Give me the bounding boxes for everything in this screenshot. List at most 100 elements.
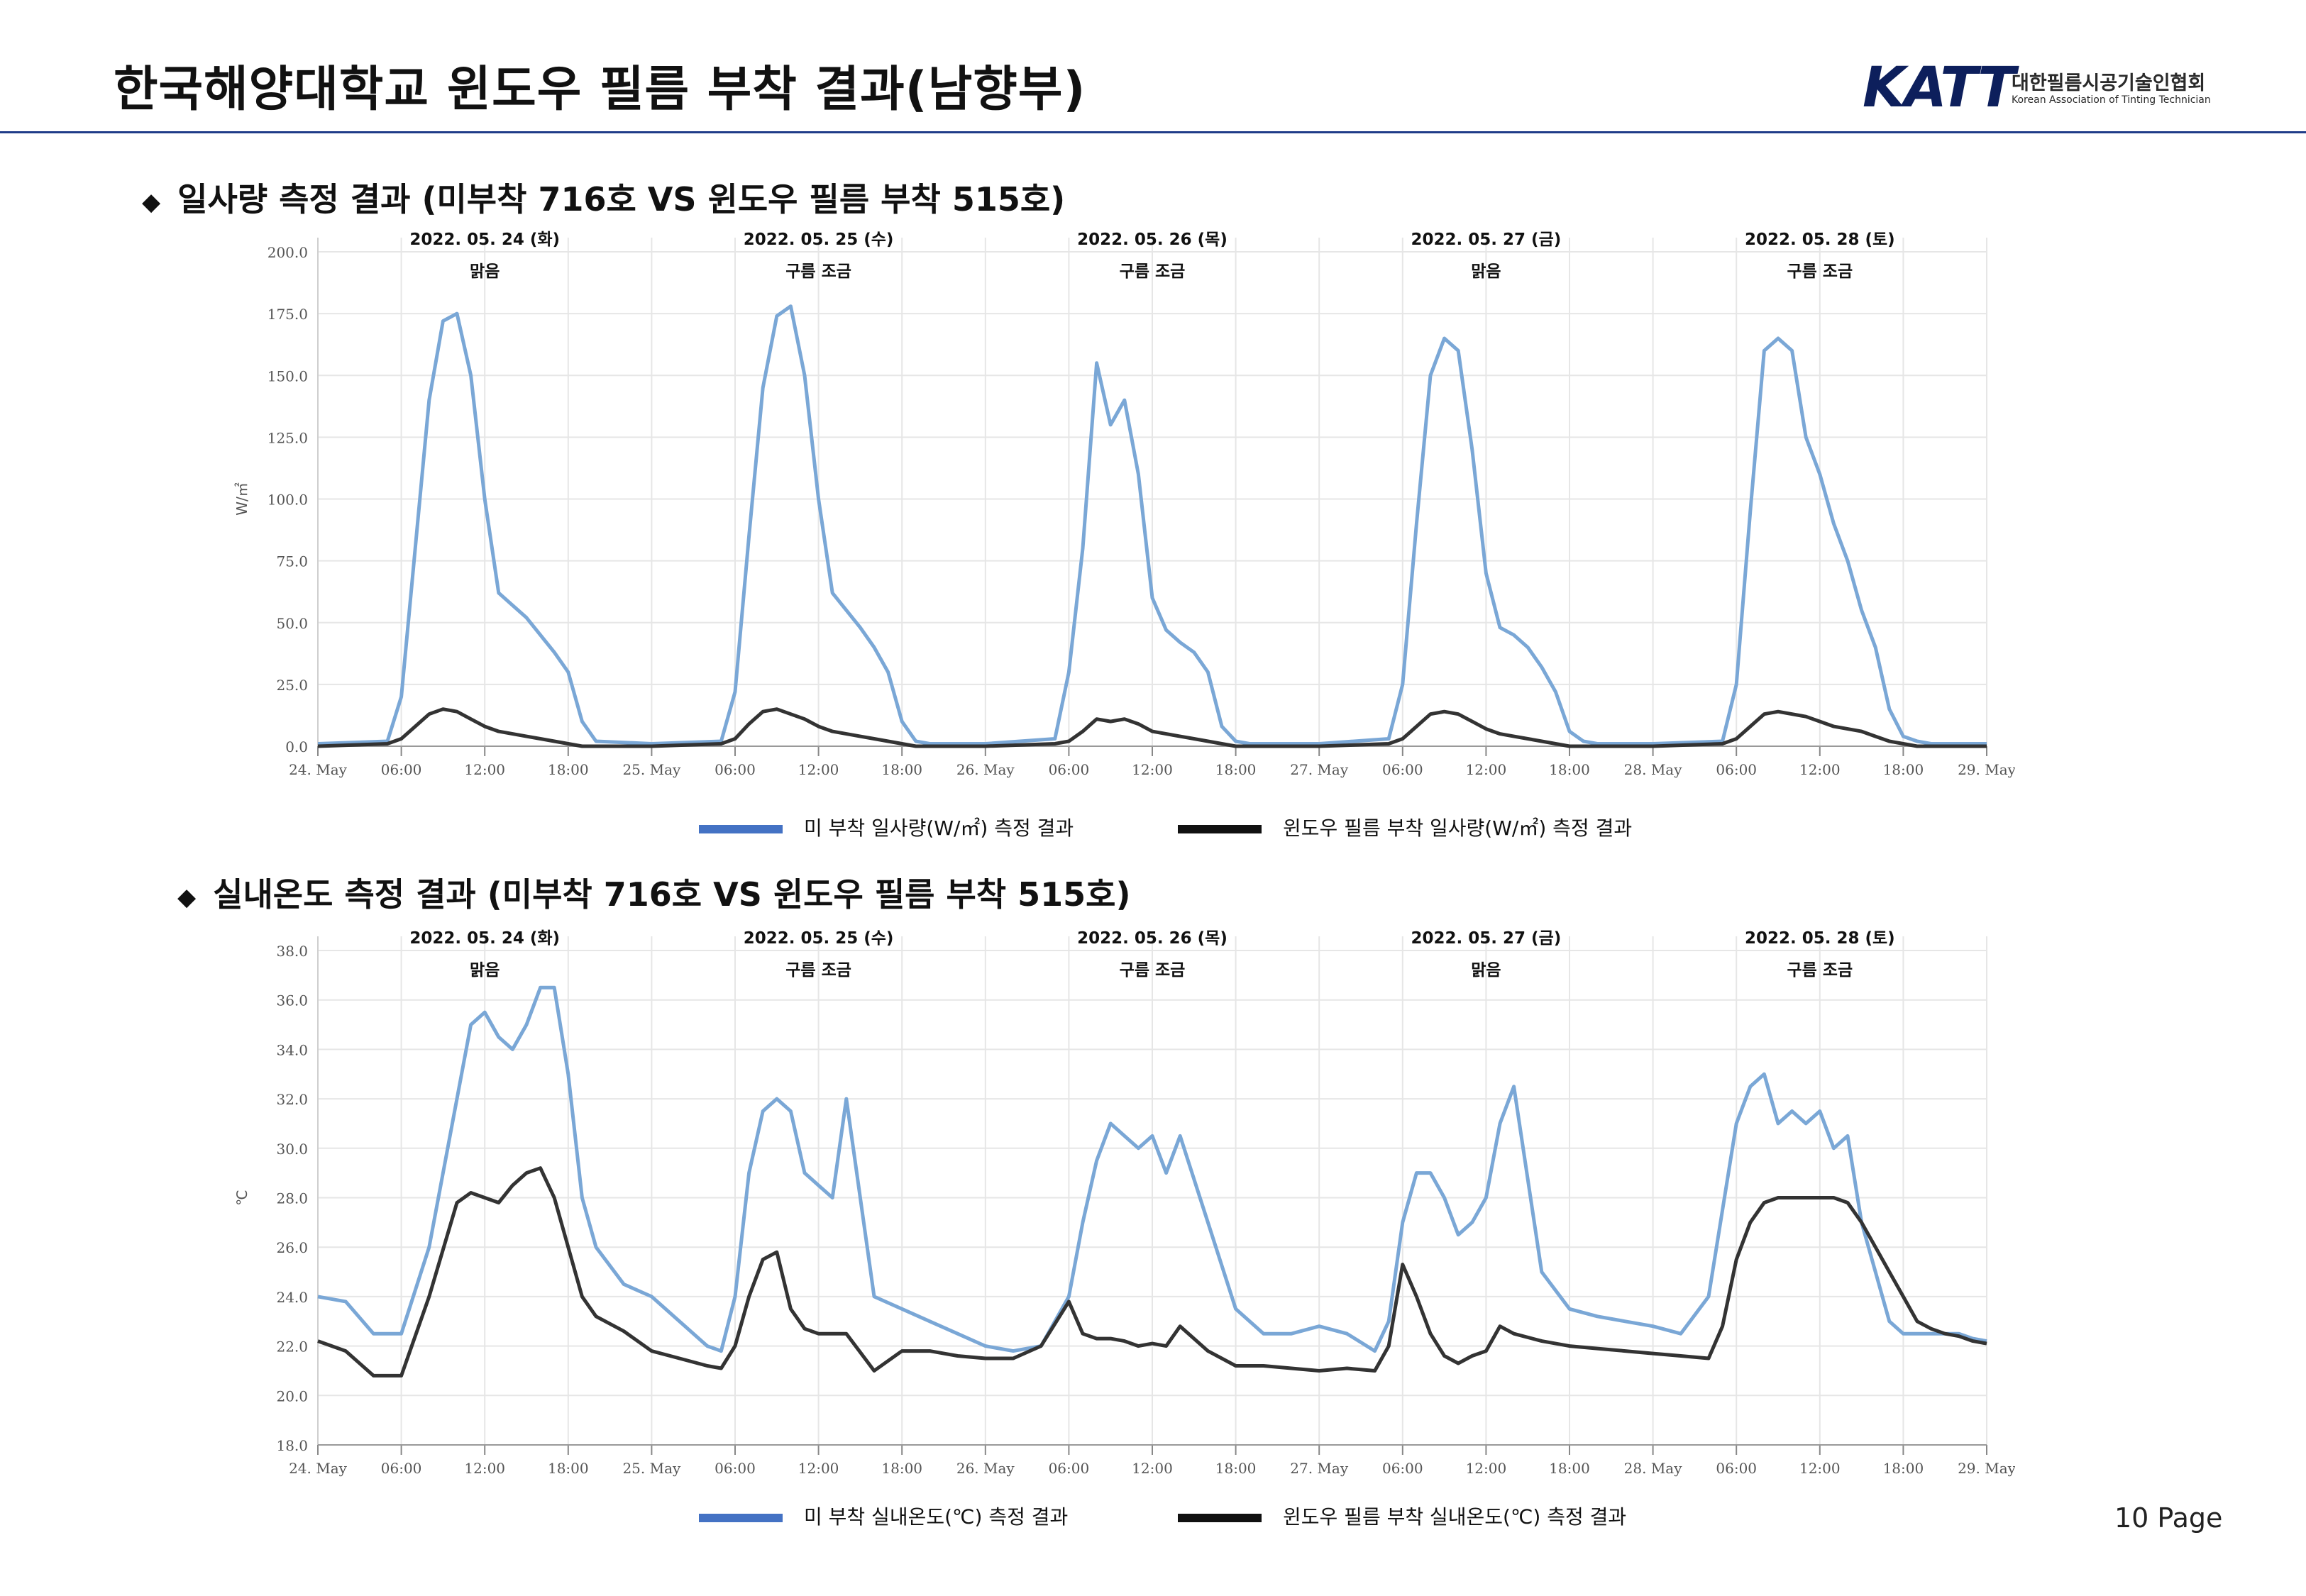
legend-swatch-black — [1178, 1514, 1262, 1522]
x-tick-label: 18:00 — [548, 761, 589, 778]
legend-label: 윈도우 필름 부착 일사량(W/㎡) 측정 결과 — [1283, 816, 1632, 840]
x-tick-label: 06:00 — [1382, 1460, 1423, 1477]
x-tick-label: 27. May — [1290, 1460, 1349, 1477]
x-tick-label: 06:00 — [381, 1460, 422, 1477]
y-tick-label: 200.0 — [267, 244, 308, 261]
logo-org-name: 대한필름시공기술인협회 — [2012, 67, 2205, 95]
legend-label: 미 부착 실내온도(℃) 측정 결과 — [804, 1505, 1068, 1529]
day-annotation-date: 2022. 05. 27 (금) — [1411, 929, 1562, 948]
y-tick-label: 0.0 — [285, 738, 308, 755]
y-tick-label: 20.0 — [276, 1387, 308, 1404]
y-axis-label: W/㎡ — [233, 482, 250, 516]
x-tick-label: 12:00 — [798, 761, 839, 778]
x-tick-label: 12:00 — [798, 1460, 839, 1477]
day-annotation-weather: 구름 조금 — [1787, 262, 1853, 281]
x-tick-label: 12:00 — [1799, 761, 1841, 778]
y-tick-label: 24.0 — [276, 1289, 308, 1306]
x-tick-label: 25. May — [622, 761, 681, 778]
page-number: 10 Page — [2114, 1502, 2222, 1534]
x-tick-label: 18:00 — [1883, 1460, 1924, 1477]
chart-svg: 18.0 20.0 22.0 24.0 26.0 28.0 30.0 32.0 34.0 36.0… — [213, 915, 2015, 1490]
day-annotation-date: 2022. 05. 25 (수) — [744, 231, 894, 249]
y-tick-label: 28.0 — [276, 1190, 308, 1207]
x-tick-label: 06:00 — [1716, 1460, 1757, 1477]
x-tick-label: 24. May — [289, 1460, 348, 1477]
day-annotation-date: 2022. 05. 27 (금) — [1411, 231, 1562, 249]
diamond-bullet-icon: ◆ — [142, 188, 160, 216]
x-tick-label: 12:00 — [1466, 1460, 1507, 1477]
day-annotation-weather: 구름 조금 — [785, 961, 851, 980]
legend-label: 윈도우 필름 부착 실내온도(℃) 측정 결과 — [1283, 1505, 1626, 1529]
section-title-irradiance: ◆ 일사량 측정 결과 (미부착 716호 VS 윈도우 필름 부착 515호) — [142, 174, 1065, 221]
x-tick-label: 18:00 — [1549, 761, 1590, 778]
section-title-text: 일사량 측정 결과 (미부착 716호 VS 윈도우 필름 부착 515호) — [177, 180, 1065, 218]
x-tick-label: 12:00 — [1466, 761, 1507, 778]
day-annotation-weather: 맑음 — [470, 961, 500, 980]
logo-org-subtitle: Korean Association of Tinting Technician — [2012, 94, 2211, 106]
day-annotation-date: 2022. 05. 24 (화) — [409, 231, 560, 249]
x-tick-label: 28. May — [1624, 761, 1683, 778]
y-tick-label: 18.0 — [276, 1437, 308, 1454]
temperature-chart: 18.0 20.0 22.0 24.0 26.0 28.0 30.0 32.0 34.0 36.0… — [213, 915, 2015, 1490]
x-tick-label: 06:00 — [381, 761, 422, 778]
x-tick-label: 27. May — [1290, 761, 1349, 778]
x-tick-label: 29. May — [1958, 761, 2015, 778]
x-tick-label: 06:00 — [715, 1460, 756, 1477]
x-tick-label: 18:00 — [881, 1460, 922, 1477]
x-tick-label: 18:00 — [548, 1460, 589, 1477]
legend-swatch-blue — [699, 1514, 783, 1522]
x-tick-label: 18:00 — [1549, 1460, 1590, 1477]
y-axis-label: ℃ — [233, 1190, 250, 1205]
legend-item-unfilmed-temperature: 미 부착 실내온도(℃) 측정 결과 — [699, 1502, 1068, 1530]
y-tick-label: 150.0 — [267, 367, 308, 384]
x-tick-label: 24. May — [289, 761, 348, 778]
x-tick-label: 12:00 — [464, 1460, 505, 1477]
x-tick-label: 06:00 — [1716, 761, 1757, 778]
x-tick-label: 12:00 — [1132, 761, 1173, 778]
x-tick-label: 12:00 — [1132, 1460, 1173, 1477]
x-tick-label: 18:00 — [1215, 1460, 1257, 1477]
day-annotation-weather: 맑음 — [1471, 262, 1501, 281]
x-tick-label: 06:00 — [1049, 761, 1090, 778]
legend-swatch-black — [1178, 825, 1262, 833]
y-tick-label: 25.0 — [276, 677, 308, 694]
header-rule — [0, 131, 2306, 133]
y-tick-label: 100.0 — [267, 492, 308, 509]
y-tick-label: 50.0 — [276, 615, 308, 632]
legend-label: 미 부착 일사량(W/㎡) 측정 결과 — [804, 816, 1074, 840]
x-tick-label: 06:00 — [1382, 761, 1423, 778]
y-tick-label: 32.0 — [276, 1091, 308, 1108]
y-tick-label: 30.0 — [276, 1141, 308, 1158]
x-tick-label: 18:00 — [1883, 761, 1924, 778]
day-annotation-date: 2022. 05. 26 (목) — [1077, 929, 1228, 948]
day-annotation-weather: 구름 조금 — [785, 262, 851, 281]
x-tick-label: 18:00 — [1215, 761, 1257, 778]
day-annotation-weather: 맑음 — [470, 262, 500, 281]
x-tick-label: 26. May — [956, 761, 1015, 778]
section-title-temperature: ◆ 실내온도 측정 결과 (미부착 716호 VS 윈도우 필름 부착 515호) — [177, 869, 1131, 916]
y-tick-label: 38.0 — [276, 943, 308, 960]
chart-svg: 0.0 25.0 50.0 75.0 100.0 125.0 150.0 175.0 200.0… — [213, 231, 2015, 791]
katt-logo: KATT 대한필름시공기술인협회 Korean Association of T… — [1863, 60, 2217, 117]
y-tick-label: 175.0 — [267, 306, 308, 323]
y-tick-label: 22.0 — [276, 1339, 308, 1356]
x-tick-label: 06:00 — [715, 761, 756, 778]
section-title-text: 실내온도 측정 결과 (미부착 716호 VS 윈도우 필름 부착 515호) — [213, 875, 1130, 914]
day-annotation-date: 2022. 05. 28 (토) — [1745, 929, 1895, 948]
x-tick-label: 29. May — [1958, 1460, 2015, 1477]
day-annotation-weather: 구름 조금 — [1120, 262, 1186, 281]
diamond-bullet-icon: ◆ — [177, 883, 196, 911]
irradiance-chart: 0.0 25.0 50.0 75.0 100.0 125.0 150.0 175.0 200.0… — [213, 231, 2015, 791]
legend-item-unfilmed-irradiance: 미 부착 일사량(W/㎡) 측정 결과 — [699, 813, 1074, 841]
x-tick-label: 28. May — [1624, 1460, 1683, 1477]
legend-item-filmed-temperature: 윈도우 필름 부착 실내온도(℃) 측정 결과 — [1178, 1502, 1626, 1530]
y-tick-label: 26.0 — [276, 1239, 308, 1256]
day-annotation-weather: 맑음 — [1471, 961, 1501, 980]
day-annotation-date: 2022. 05. 26 (목) — [1077, 231, 1228, 249]
x-tick-label: 18:00 — [881, 761, 922, 778]
x-tick-label: 26. May — [956, 1460, 1015, 1477]
day-annotation-date: 2022. 05. 25 (수) — [744, 929, 894, 948]
day-annotation-date: 2022. 05. 28 (토) — [1745, 231, 1895, 249]
x-tick-label: 12:00 — [464, 761, 505, 778]
legend-swatch-blue — [699, 825, 783, 833]
